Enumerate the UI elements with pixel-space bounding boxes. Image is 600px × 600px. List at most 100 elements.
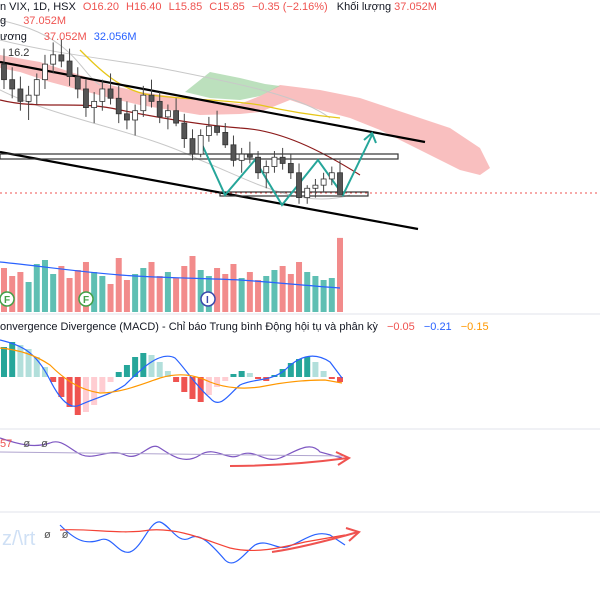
volume-bar	[214, 268, 221, 312]
candle-body	[222, 132, 229, 146]
candle-body	[271, 156, 278, 167]
candle-body	[205, 125, 212, 136]
projection-path	[199, 134, 373, 207]
volume-value: 37.052M	[394, 1, 437, 13]
candlestick-series	[1, 39, 343, 204]
candle-body	[328, 172, 335, 180]
volume-bar	[140, 268, 147, 312]
macd-histogram-bar	[173, 377, 180, 382]
candle-body	[33, 79, 40, 96]
macd-histogram-bar	[304, 357, 311, 377]
rsi-line	[0, 437, 343, 460]
macd-series	[1, 342, 343, 415]
volume-bar	[320, 280, 327, 312]
macd-histogram-bar	[9, 342, 16, 377]
candle-body	[42, 63, 48, 81]
volume-bar	[50, 274, 57, 312]
volume-bar	[41, 260, 48, 312]
rsi-zero-1: ø	[23, 438, 30, 450]
volume-label: Khối lượng	[337, 1, 391, 13]
candle-body	[287, 163, 294, 174]
macd-histogram-bar	[279, 369, 286, 377]
volume-ma-line	[0, 261, 341, 289]
macd-histogram-bar	[164, 371, 171, 377]
volume-bar	[181, 266, 188, 312]
high-value: H16.40	[126, 1, 161, 13]
macd-histogram-bar	[99, 377, 106, 392]
rsi-ma-line	[0, 451, 346, 457]
volume-bar	[33, 264, 40, 312]
volume-bar	[255, 280, 262, 312]
indicator-3-label: ương	[0, 31, 27, 43]
volume-bar	[337, 237, 343, 312]
candle-body	[58, 54, 65, 62]
macd-histogram-bar	[246, 373, 253, 377]
svg-text:g 37.052M: g 37.052M	[0, 15, 66, 27]
candle-body	[263, 166, 270, 174]
macd-histogram-bar	[50, 377, 57, 382]
candle-body	[25, 94, 32, 102]
macd-histogram-bar	[156, 362, 163, 377]
macd-hist-value: −0.05	[387, 321, 415, 333]
symbol-label: n VIX, 1D, HSX	[0, 1, 76, 13]
candle-body	[246, 153, 253, 158]
low-value: L15.85	[169, 1, 203, 13]
candle-body	[279, 156, 286, 164]
stoch-arrowhead	[345, 527, 361, 542]
volume-bar	[263, 276, 270, 312]
trend-line-lower	[0, 150, 419, 231]
projection-arrowhead	[363, 131, 377, 144]
volume-bar	[271, 270, 278, 312]
macd-line	[0, 339, 343, 407]
macd-histogram-bar	[91, 377, 98, 405]
candle-body	[197, 135, 204, 155]
macd-histogram-bar	[328, 377, 335, 379]
volume-bar	[66, 278, 73, 312]
candle-body	[296, 172, 302, 198]
candle-body	[189, 138, 196, 155]
watermark-logo: z/\rt	[2, 528, 36, 550]
svg-text:F: F	[4, 295, 10, 306]
volume-bar	[279, 266, 286, 312]
rsi-arrowhead	[335, 451, 352, 466]
macd-histogram-bar	[337, 377, 343, 382]
resistance-zone	[0, 153, 399, 160]
candle-body	[304, 187, 311, 198]
ichimoku-cloud	[0, 19, 490, 200]
volume-bar	[148, 262, 155, 312]
macd-histogram-bar	[296, 359, 303, 377]
candle-body	[140, 94, 147, 112]
volume-bar	[164, 272, 171, 312]
rsi-zero-2: ø	[41, 438, 48, 450]
candle-body	[132, 110, 139, 121]
volume-bar	[1, 268, 7, 312]
macd-histogram-bar	[107, 377, 114, 382]
macd-line-value: −0.21	[424, 321, 452, 333]
candle-body	[255, 156, 261, 174]
svg-text:onvergence Divergence (MACD) -: onvergence Divergence (MACD) - Chỉ báo T…	[0, 321, 489, 333]
open-value: O16.20	[83, 1, 119, 13]
macd-histogram-bar	[17, 345, 24, 377]
volume-series	[1, 237, 343, 312]
close-value: C15.85	[209, 1, 244, 13]
macd-histogram-bar	[230, 374, 237, 377]
macd-histogram-bar	[115, 372, 122, 377]
rsi-value: 57	[0, 438, 12, 450]
rsi-divergence-arrow	[229, 457, 349, 467]
candle-body	[148, 94, 155, 102]
macd-histogram-bar	[66, 377, 73, 407]
candle-body	[320, 178, 327, 186]
svg-text:I: I	[206, 295, 209, 306]
svg-text:F: F	[83, 295, 89, 306]
volume-bar	[304, 272, 311, 312]
stoch-d-line	[59, 529, 346, 552]
macd-histogram-bar	[148, 355, 155, 377]
candle-body	[165, 110, 171, 118]
volume-bar	[222, 274, 229, 312]
macd-histogram-bar	[58, 377, 65, 397]
macd-histogram-bar	[320, 371, 327, 377]
volume-bar	[58, 266, 65, 312]
change-value: −0.35 (−2.16%)	[252, 1, 328, 13]
volume-bar	[82, 262, 89, 312]
